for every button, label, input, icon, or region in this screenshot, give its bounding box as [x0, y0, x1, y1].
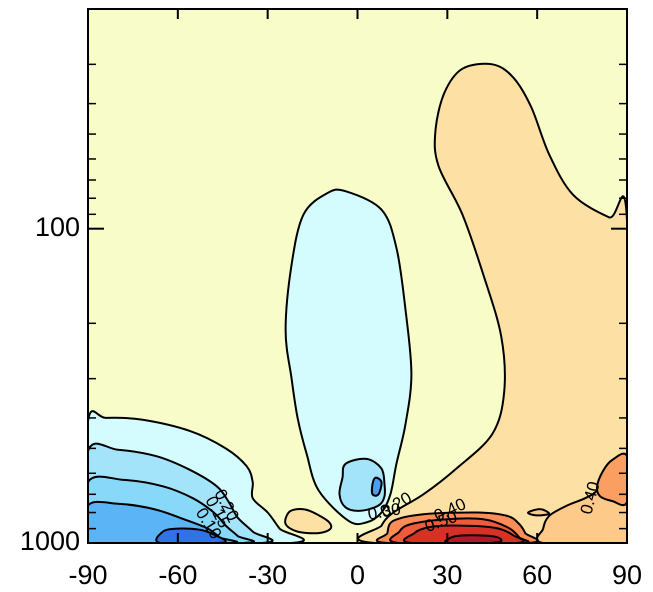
- contour-cool-column: [284, 188, 413, 526]
- contour-labels: 0.200.150.10 0.200.30 0.400.500.40: [192, 479, 604, 542]
- contour-small-cell-west: [284, 507, 333, 535]
- contour-cool-column-core: [338, 457, 387, 512]
- axis-ticks: [87, 8, 628, 544]
- x-tick-label: -30: [248, 560, 287, 590]
- y-tick-labels: 100 1000: [20, 212, 80, 556]
- x-tick-labels: -90 -60 -30 0 30 60 90: [68, 560, 642, 590]
- contour-warm-surface-core: [444, 534, 503, 543]
- x-tick-label: -60: [158, 560, 197, 590]
- contour-regions: [88, 9, 627, 543]
- x-tick-label: 0: [350, 560, 365, 590]
- contour-cool-column-inner: [370, 476, 383, 497]
- x-tick-label: -90: [68, 560, 107, 590]
- x-tick-label: 30: [432, 560, 462, 590]
- contour-small-cell-east: [527, 508, 551, 517]
- x-tick-label: 90: [612, 560, 642, 590]
- y-tick-label: 1000: [20, 526, 80, 556]
- x-tick-label: 60: [522, 560, 552, 590]
- y-tick-label: 100: [35, 212, 80, 242]
